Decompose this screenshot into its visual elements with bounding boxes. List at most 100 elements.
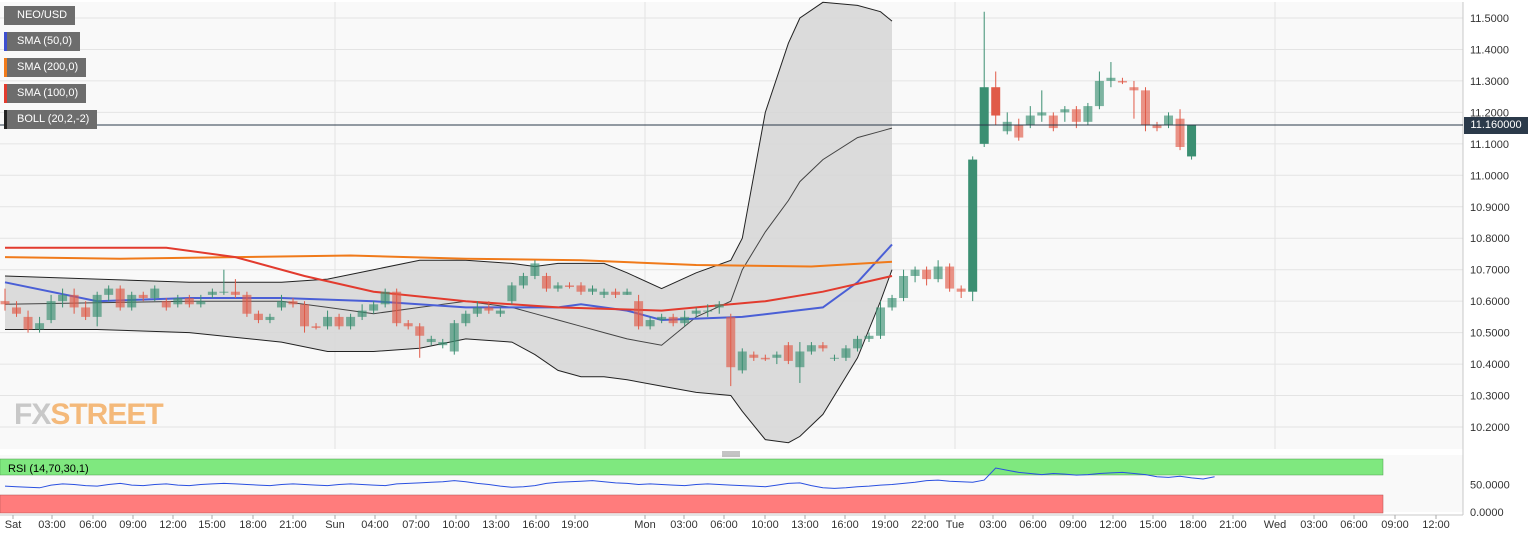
candle-body (541, 275, 551, 289)
candle-body (323, 316, 333, 327)
rsi-tick-label: 50.0000 (1470, 480, 1510, 492)
candle-body (380, 291, 390, 305)
candle-body (622, 291, 632, 295)
bollinger-lower (5, 269, 893, 444)
candlesticks (0, 11, 1197, 387)
candle-body (852, 338, 862, 349)
candle-body (956, 288, 966, 292)
candle-body (184, 298, 194, 305)
candle-body (173, 298, 183, 305)
candle-body (161, 301, 171, 308)
legend-pair[interactable]: NEO/USD (4, 6, 76, 25)
candle-body (415, 326, 425, 336)
time-tick-label: 19:00 (871, 519, 899, 531)
candle-body (599, 291, 609, 295)
price-tick-label: 10.6000 (1470, 296, 1510, 308)
candle-body (300, 304, 310, 327)
candle-body (1106, 77, 1116, 81)
price-tick-label: 11.3000 (1470, 76, 1509, 88)
candle-body (703, 310, 713, 312)
price-tick-label: 10.2000 (1470, 422, 1510, 434)
rsi-oversold-band (0, 494, 1384, 514)
logo-part1: FX (14, 398, 51, 431)
time-tick-label: 10:00 (442, 519, 470, 531)
candle-body (1014, 124, 1024, 138)
time-tick-label: Wed (1264, 519, 1286, 531)
price-tick-label: 11.1000 (1470, 139, 1509, 151)
candle-body (127, 294, 137, 308)
time-tick-label: 22:00 (911, 519, 939, 531)
time-axis[interactable]: Sat 03:00 06:00 09:00 12:00 15:00 18:00 21:00 Su… (5, 515, 1450, 531)
time-tick-label: 13:00 (791, 519, 819, 531)
candle-body (1060, 109, 1070, 113)
candle-body (841, 348, 851, 358)
rsi-overbought-band (0, 458, 1384, 476)
candle-body (760, 357, 770, 360)
candle-body (899, 275, 909, 299)
candle-body (1117, 80, 1127, 83)
moving-averages (4, 243, 893, 322)
candle-body (69, 294, 79, 308)
time-tick-label: 07:00 (402, 519, 430, 531)
sma100-line (5, 246, 893, 312)
candle-body (933, 266, 943, 280)
time-tick-label: 12:00 (1099, 519, 1127, 531)
candle-body (714, 304, 724, 308)
candle-body (772, 354, 782, 358)
candle-body (691, 310, 701, 314)
price-axis[interactable]: 11.5000 11.4000 11.3000 11.2000 11.1000 11.00… (1470, 13, 1510, 434)
candle-body (588, 288, 598, 292)
candle-body (726, 316, 736, 368)
price-tick-label: 10.3000 (1470, 391, 1510, 403)
time-tick-label: 16:00 (522, 519, 550, 531)
time-tick-label: 21:00 (1219, 519, 1247, 531)
candle-body (265, 316, 275, 321)
candle-body (311, 326, 321, 328)
time-tick-label: 21:00 (279, 519, 307, 531)
bollinger-bands (4, 1, 893, 444)
bollinger-upper (4, 1, 893, 290)
candle-body (657, 316, 667, 321)
time-tick-label: 10:00 (751, 519, 779, 531)
time-tick-label: 09:00 (1381, 519, 1409, 531)
legend-boll[interactable]: BOLL (20,2,-2) (4, 110, 98, 129)
price-tick-label: 10.5000 (1470, 328, 1510, 340)
candle-body (1025, 115, 1035, 125)
candle-body (1152, 124, 1162, 129)
time-tick-label: 03:00 (1300, 519, 1328, 531)
candle-body (150, 288, 160, 299)
price-tick-label: 11.0000 (1470, 170, 1509, 182)
candle-body (507, 285, 517, 302)
candle-body (910, 269, 920, 276)
time-tick-label: 09:00 (1059, 519, 1087, 531)
candle-body (749, 354, 759, 358)
time-tick-label: 12:00 (1422, 519, 1450, 531)
candle-body (1164, 115, 1174, 125)
rsi-label[interactable]: RSI (14,70,30,1) (8, 463, 89, 475)
candle-body (219, 291, 229, 293)
candle-body (426, 338, 436, 343)
fxstreet-logo: FXSTREET (14, 398, 164, 432)
candle-body (864, 335, 874, 339)
legend-sma100[interactable]: SMA (100,0) (4, 84, 87, 103)
candle-body (12, 307, 22, 314)
pane-resize-handle[interactable] (722, 451, 740, 457)
rsi-tick-label: 0.0000 (1470, 507, 1504, 519)
candle-body (1140, 90, 1150, 125)
time-tick-label: 03:00 (979, 519, 1007, 531)
candle-body (737, 351, 747, 371)
candle-body (92, 294, 102, 317)
candle-body (230, 291, 240, 295)
time-tick-label: 16:00 (831, 519, 859, 531)
time-tick-label: 06:00 (1019, 519, 1047, 531)
legend-sma200[interactable]: SMA (200,0) (4, 58, 87, 77)
candle-body (461, 313, 471, 324)
rsi-indicator: 50.0000 0.0000 (0, 458, 1510, 519)
candle-body (576, 285, 586, 292)
legend-sma50[interactable]: SMA (50,0) (4, 32, 81, 51)
candle-body (829, 357, 839, 359)
candle-body (945, 266, 955, 289)
price-tick-label: 10.8000 (1470, 233, 1510, 245)
